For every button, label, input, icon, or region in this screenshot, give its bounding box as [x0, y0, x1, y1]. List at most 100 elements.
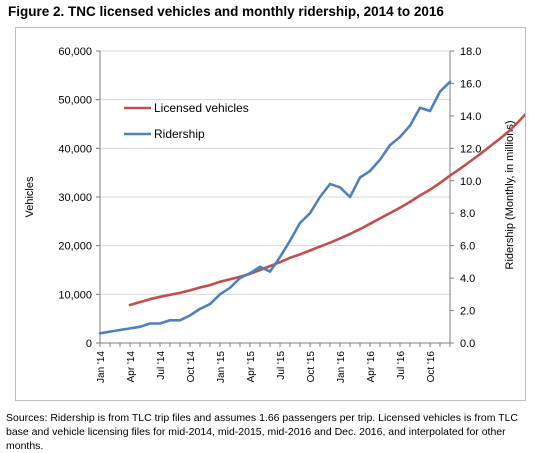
licensed-vehicles-point [228, 278, 232, 281]
licensed-vehicles-point [348, 232, 352, 236]
licensed-vehicles-point [378, 217, 382, 220]
licensed-vehicles-point [198, 286, 202, 289]
licensed-vehicles-point [268, 264, 272, 268]
legend-label-ridership: Ridership [154, 127, 205, 141]
ridership-point [138, 325, 142, 328]
ridership-point [98, 332, 102, 335]
y2-tick-label: 18.0 [460, 46, 481, 58]
ridership-point [118, 328, 122, 332]
y-tick-label: 0 [86, 338, 92, 350]
ridership-point [248, 272, 252, 275]
licensed-vehicles-point [398, 206, 402, 209]
ridership-point [318, 195, 322, 199]
chart-frame: 0 10,000 20,000 30,000 40,000 50,000 60,000 0.0… [15, 27, 526, 401]
y2-tick-label: 10.0 [460, 176, 481, 188]
ridership-line [98, 80, 452, 335]
licensed-vehicles-point [328, 241, 332, 244]
ridership-point [188, 314, 192, 317]
legend-label-licensed-vehicles: Licensed vehicles [154, 101, 249, 115]
x-tick-label: Jul '14 [156, 351, 167, 380]
ridership-point [438, 90, 442, 93]
x-tick-label: Jan '16 [336, 351, 347, 383]
x-tick-label: Oct '15 [306, 351, 317, 383]
ridership-point [308, 212, 312, 215]
ridership-point [208, 302, 212, 306]
licensed-vehicles-point [258, 268, 262, 272]
licensed-vehicles-point [448, 174, 452, 177]
licensed-vehicles-point [208, 283, 212, 287]
y2-tick-label: 6.0 [460, 241, 475, 253]
x-tick-label: Jul '16 [396, 351, 407, 380]
y-tick-label: 60,000 [58, 46, 92, 58]
ridership-point [338, 186, 342, 189]
y2-tick-label: 0.0 [460, 338, 475, 350]
y-axis-title: Vehicles [24, 176, 36, 217]
licensed-vehicles-point [298, 253, 302, 256]
licensed-vehicles-point [138, 300, 142, 304]
ridership-point [228, 286, 232, 289]
y2-tick-label: 14.0 [460, 111, 481, 123]
figure-title: Figure 2. TNC licensed vehicles and mont… [8, 4, 444, 19]
licensed-vehicles-point [178, 291, 182, 295]
ridership-point [428, 109, 432, 113]
x-tick-label: Apr '15 [246, 351, 257, 383]
licensed-vehicles-point [518, 118, 522, 122]
ridership-point [328, 182, 332, 186]
licensed-vehicles-point [428, 188, 432, 191]
licensed-vehicles-point [148, 298, 152, 301]
source-note: Sources: Ridership is from TLC trip file… [6, 412, 518, 452]
x-tick-label: Jul '15 [276, 351, 287, 380]
ridership-point [368, 169, 372, 173]
y-tick-label: 30,000 [58, 192, 92, 204]
ridership-point [158, 322, 162, 325]
ridership-point [408, 124, 412, 127]
ridership-point [268, 270, 272, 273]
y2-tick-label: 8.0 [460, 208, 475, 220]
ridership-point [108, 330, 112, 333]
y-tick-label: 20,000 [58, 241, 92, 253]
x-tick-label: Jan '14 [96, 351, 107, 383]
y-tick-label: 40,000 [58, 143, 92, 155]
x-tick-label: Oct '14 [186, 351, 197, 383]
licensed-vehicles-point [458, 167, 462, 170]
ridership-point [238, 276, 242, 280]
licensed-vehicles-point [278, 261, 282, 264]
licensed-vehicles-point [318, 245, 322, 248]
ridership-point [388, 143, 392, 147]
ridership-point [298, 221, 302, 225]
line-chart: 0 10,000 20,000 30,000 40,000 50,000 60,000 0.0… [24, 46, 525, 383]
licensed-vehicles-point [498, 137, 502, 140]
ridership-point [218, 293, 222, 296]
licensed-vehicles-point [388, 211, 392, 215]
licensed-vehicles-point [368, 222, 372, 225]
licensed-vehicles-point [288, 256, 292, 259]
licensed-vehicles-point [358, 227, 362, 231]
licensed-vehicles-point [478, 153, 482, 156]
licensed-vehicles-point [168, 293, 172, 296]
y-tick-label: 50,000 [58, 95, 92, 107]
series-lines [98, 80, 525, 335]
ridership-point [378, 158, 382, 161]
ridership-point [278, 255, 282, 259]
ridership-point [348, 195, 352, 199]
licensed-vehicles-point [408, 200, 412, 204]
y2-tick-label: 12.0 [460, 143, 481, 155]
licensed-vehicles-point [218, 280, 222, 283]
x-tick-label: Oct '16 [426, 351, 437, 383]
ridership-point [128, 327, 132, 330]
licensed-vehicles-point [338, 237, 342, 240]
licensed-vehicles-point [488, 145, 492, 148]
licensed-vehicles-point [438, 181, 442, 185]
ridership-point [448, 80, 452, 83]
ridership-point [398, 135, 402, 139]
legend: Licensed vehicles Ridership [124, 101, 249, 141]
x-tick-label: Apr '16 [366, 351, 377, 383]
y2-tick-label: 2.0 [460, 306, 475, 318]
ridership-point [358, 176, 362, 179]
ridership-point [168, 319, 172, 322]
y2-tick-label: 4.0 [460, 273, 475, 285]
licensed-vehicles-point [158, 295, 162, 298]
ridership-point [288, 239, 292, 242]
axes: 0 10,000 20,000 30,000 40,000 50,000 60,000 0.0… [24, 46, 516, 383]
y-tick-label: 10,000 [58, 289, 92, 301]
